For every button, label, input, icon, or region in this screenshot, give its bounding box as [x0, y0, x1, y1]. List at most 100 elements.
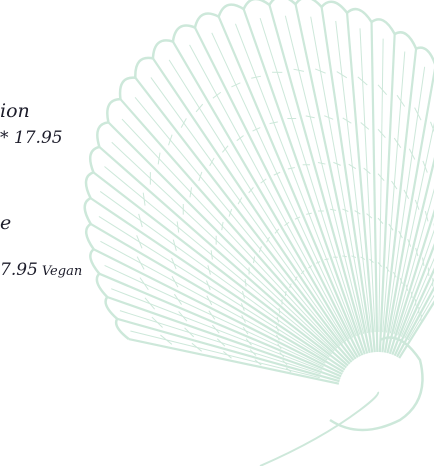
shell-base	[259, 391, 380, 466]
shell-ridge	[285, 367, 292, 373]
shell-ridge	[222, 145, 229, 153]
shell-ridge	[396, 94, 406, 107]
item-price: * 17.95	[0, 128, 63, 148]
shell-groove	[234, 23, 357, 337]
shell-rib	[391, 243, 434, 356]
shell-groove	[104, 265, 324, 368]
shell-rib	[381, 48, 418, 353]
shell-rib	[98, 146, 349, 367]
shell-ridge	[360, 122, 370, 130]
shell-groove	[397, 229, 434, 336]
shell-ridge	[276, 316, 280, 323]
shell-ridge	[289, 283, 292, 289]
shell-rib	[106, 295, 341, 380]
shell-ridge	[274, 228, 280, 234]
shell-ridge	[407, 238, 412, 247]
shell-groove	[98, 216, 328, 361]
shell-ridge	[245, 338, 252, 346]
shell-rib	[193, 27, 362, 357]
shell-ridge	[254, 359, 262, 366]
menu-item: ion * 17.95	[0, 100, 63, 148]
shell-rib	[152, 57, 357, 360]
shell-ridge	[142, 192, 146, 206]
shell-ridge	[363, 167, 371, 175]
shell-rib	[119, 98, 353, 363]
shell-rib	[98, 272, 342, 378]
shell-groove	[378, 38, 384, 333]
shell-groove	[407, 294, 434, 341]
shell-ridge	[427, 267, 430, 277]
shell-ridge	[385, 266, 390, 272]
shell-ridge	[422, 257, 425, 266]
shell-ridge	[300, 270, 305, 275]
shell-ridge	[223, 351, 232, 359]
shell-rib	[217, 16, 364, 356]
shell-ridge	[136, 235, 143, 249]
shell-rib	[89, 197, 346, 371]
shell-ridge	[198, 171, 203, 182]
shell-rib	[345, 12, 376, 353]
shell-rib	[134, 77, 355, 362]
shell-ridge	[209, 157, 215, 167]
shell-ridge	[252, 127, 261, 132]
shell-hinge	[329, 336, 424, 432]
shell-ridge	[191, 342, 203, 352]
shell-ridge	[279, 351, 285, 358]
shell-ridge	[208, 310, 216, 320]
shell-ridge	[342, 117, 352, 124]
shell-ridge	[284, 291, 287, 297]
shell-ridge	[315, 68, 326, 74]
shell-ridge	[266, 236, 270, 243]
shell-groove	[259, 17, 361, 335]
shell-ridge	[138, 213, 143, 228]
shell-ridge	[221, 221, 224, 231]
item-name: ion	[0, 100, 30, 122]
shell-rib	[386, 157, 434, 354]
shell-ridge	[294, 216, 301, 220]
shell-ridge	[351, 255, 357, 259]
shell-ridge	[284, 221, 290, 227]
shell-ridge	[241, 315, 246, 323]
shell-groove	[168, 59, 347, 342]
shell-ridge	[405, 284, 409, 291]
shell-ridge	[253, 256, 256, 264]
shell-ridge	[399, 277, 403, 284]
shell-ridge	[336, 71, 348, 79]
shell-ridge	[430, 121, 434, 133]
shell-groove	[382, 51, 406, 333]
shell-ridge	[424, 211, 429, 222]
item-price: 7.95	[0, 260, 38, 280]
shell-ridge	[391, 180, 398, 190]
shell-ridge	[151, 316, 163, 328]
shell-ridge	[306, 212, 312, 215]
shell-rib	[383, 68, 434, 353]
shell-rib	[242, 8, 366, 355]
shell-ridge	[414, 107, 422, 121]
shell-ridge	[228, 208, 233, 217]
shell-groove	[121, 118, 338, 349]
shell-ridge	[210, 250, 213, 260]
shell-ridge	[366, 213, 373, 219]
shell-rib	[320, 6, 374, 353]
shell-ridge	[184, 327, 195, 338]
shell-ridge	[212, 91, 222, 99]
shell-groove	[393, 188, 434, 335]
shell-ridge	[244, 279, 247, 287]
shell-ridge	[176, 221, 180, 233]
shell-ridge	[333, 161, 341, 166]
shell-ridge	[189, 187, 193, 198]
shell-ridge	[377, 262, 383, 267]
shell-ridge	[249, 349, 257, 356]
shell-rib	[393, 267, 434, 357]
shell-groove	[335, 20, 372, 333]
item-price-row: 7.95 Vegan	[0, 260, 82, 280]
shell-ridge	[277, 343, 282, 350]
shell-groove	[99, 191, 330, 358]
shell-ridge	[342, 255, 347, 258]
shell-rib	[93, 248, 343, 376]
item-name: e	[0, 212, 12, 234]
shell-ridge	[348, 163, 357, 170]
shell-ridge	[317, 162, 326, 165]
